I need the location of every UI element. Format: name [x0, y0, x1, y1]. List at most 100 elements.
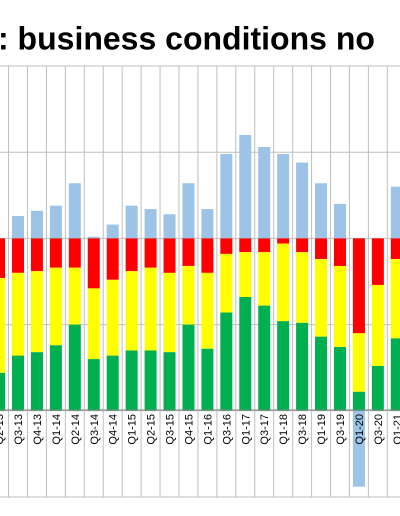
stacked-bar — [144, 238, 157, 268]
chart-title: : business conditions no — [0, 20, 375, 56]
stacked-bar — [106, 279, 119, 356]
bar — [87, 236, 100, 239]
stacked-bar — [296, 322, 309, 411]
bar — [333, 203, 346, 239]
stacked-bar — [49, 267, 62, 346]
stacked-bar — [239, 238, 252, 253]
stacked-bar — [12, 355, 24, 411]
stacked-bar — [87, 288, 100, 360]
stacked-bar — [12, 238, 24, 273]
stacked-bar — [220, 238, 233, 254]
stacked-bar — [258, 238, 271, 253]
stacked-bar — [296, 238, 309, 253]
x-tick-label: Q1-16 — [202, 414, 214, 445]
stacked-bar — [125, 271, 138, 351]
stacked-bar — [277, 238, 290, 244]
stacked-bar — [0, 238, 6, 279]
stacked-bar — [163, 238, 176, 273]
stacked-bar — [258, 305, 271, 411]
stacked-bar — [220, 253, 233, 313]
stacked-bar — [277, 243, 290, 322]
stacked-bar — [68, 238, 81, 268]
stacked-bar — [0, 278, 6, 373]
x-tick-label: Q1-21 — [392, 414, 400, 445]
x-tick-label: Q4-14 — [108, 414, 120, 445]
x-tick-label: Q2-13 — [0, 414, 6, 445]
bar — [68, 183, 81, 239]
stacked-bar — [333, 347, 346, 411]
stacked-bar — [352, 238, 365, 334]
stacked-bar — [239, 252, 252, 298]
stacked-bar — [371, 365, 384, 411]
stacked-bar — [106, 238, 119, 280]
stacked-bar — [106, 355, 119, 411]
stacked-bar — [144, 350, 157, 411]
x-tick-label: Q3-20 — [373, 414, 385, 445]
x-tick-label: Q1-18 — [278, 414, 290, 445]
x-tick-label: Q1-19 — [316, 414, 328, 445]
x-tick-label: Q1-20 — [354, 414, 366, 445]
stacked-bar — [49, 238, 62, 268]
bar — [144, 209, 157, 239]
bar — [239, 134, 252, 239]
bar — [390, 186, 400, 239]
bar — [163, 214, 176, 239]
stacked-bar — [49, 345, 62, 411]
bar — [315, 183, 328, 239]
stacked-bar — [68, 324, 81, 411]
stacked-bar — [201, 348, 214, 411]
bar — [277, 153, 290, 239]
bar — [258, 147, 271, 239]
stacked-bar — [296, 252, 309, 323]
stacked-bar — [315, 238, 328, 260]
stacked-bar — [163, 352, 176, 411]
stacked-bar — [315, 259, 328, 337]
x-tick-label: Q3-15 — [165, 414, 177, 445]
stacked-bar — [163, 272, 176, 353]
x-tick-label: Q3-17 — [259, 414, 271, 445]
x-tick-label: Q2-15 — [146, 414, 158, 445]
stacked-bar — [390, 259, 400, 339]
stacked-bar — [201, 238, 214, 273]
bar — [182, 183, 195, 239]
bar — [106, 224, 119, 239]
stacked-bar — [144, 267, 157, 351]
stacked-bar — [390, 338, 400, 411]
stacked-bar — [87, 359, 100, 411]
bar — [296, 162, 309, 239]
bar — [30, 210, 43, 239]
stacked-bar — [258, 252, 271, 306]
stacked-bar — [371, 284, 384, 366]
bar — [125, 205, 138, 239]
x-tick-label: Q4-13 — [32, 414, 44, 445]
bar — [201, 209, 214, 239]
stacked-bar — [315, 336, 328, 411]
stacked-bar — [390, 238, 400, 260]
plot-area: -150-100-50050100Q2-13Q3-13Q4-13Q1-14Q2-… — [0, 65, 400, 498]
x-tick-label: Q3-19 — [335, 414, 347, 445]
stacked-bar — [30, 238, 43, 272]
stacked-bar — [352, 391, 365, 411]
stacked-bar — [333, 238, 346, 266]
bar — [12, 215, 24, 239]
x-tick-label: Q1-15 — [127, 414, 139, 445]
stacked-bar — [182, 238, 195, 266]
x-tick-label: Q3-14 — [89, 414, 101, 445]
stacked-bar — [333, 265, 346, 348]
x-tick-label: Q3-18 — [297, 414, 309, 445]
plot-frame — [0, 65, 400, 498]
x-tick-label: Q3-13 — [13, 414, 25, 445]
x-tick-label: Q1-17 — [240, 414, 252, 445]
stacked-bar — [30, 271, 43, 353]
bar — [49, 205, 62, 239]
stacked-bar — [277, 321, 290, 411]
x-tick-label: Q1-14 — [51, 414, 63, 445]
stacked-bar — [220, 312, 233, 411]
stacked-bar — [239, 297, 252, 411]
stacked-bar — [352, 333, 365, 392]
stacked-bar — [125, 350, 138, 411]
x-tick-label: Q2-14 — [70, 414, 82, 445]
